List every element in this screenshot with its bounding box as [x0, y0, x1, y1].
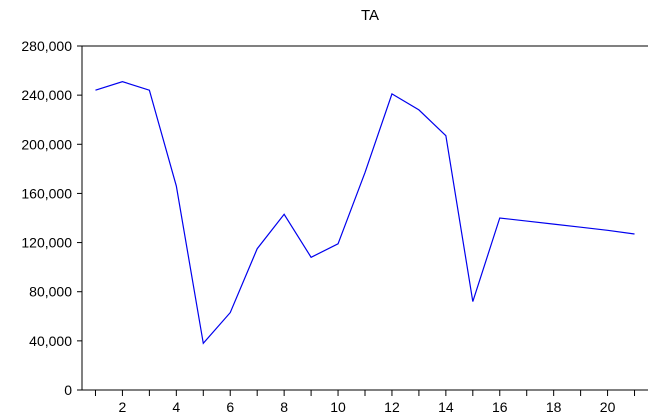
y-tick-label: 200,000 [21, 136, 72, 152]
y-tick-label: 160,000 [21, 185, 72, 201]
y-tick-label: 40,000 [29, 333, 72, 349]
y-tick-label: 240,000 [21, 87, 72, 103]
tick-layer: 0 40,000 80,000 120,000 160,000 200,000 240,00… [21, 38, 636, 415]
axes [81, 45, 648, 391]
x-tick-label: 2 [119, 399, 127, 415]
y-tick-label: 120,000 [21, 235, 72, 251]
x-tick-label: 12 [384, 399, 400, 415]
y-tick-label: 0 [64, 382, 72, 398]
x-tick-label: 18 [546, 399, 562, 415]
x-tick-label: 10 [330, 399, 346, 415]
x-tick-label: 8 [280, 399, 288, 415]
series-line [95, 81, 635, 345]
x-tick-label: 16 [492, 399, 508, 415]
x-tick-label: 6 [226, 399, 234, 415]
x-tick-label: 20 [600, 399, 616, 415]
y-tick-label: 280,000 [21, 38, 72, 54]
chart-title: TA [361, 7, 379, 24]
x-tick-label: 4 [172, 399, 180, 415]
series-layer [95, 81, 635, 345]
y-tick-label: 80,000 [29, 284, 72, 300]
x-tick-label: 14 [438, 399, 454, 415]
